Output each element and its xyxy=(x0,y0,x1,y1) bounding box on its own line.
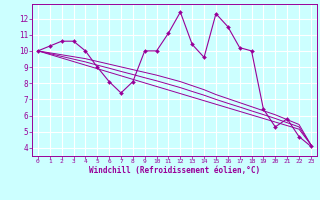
X-axis label: Windchill (Refroidissement éolien,°C): Windchill (Refroidissement éolien,°C) xyxy=(89,166,260,175)
